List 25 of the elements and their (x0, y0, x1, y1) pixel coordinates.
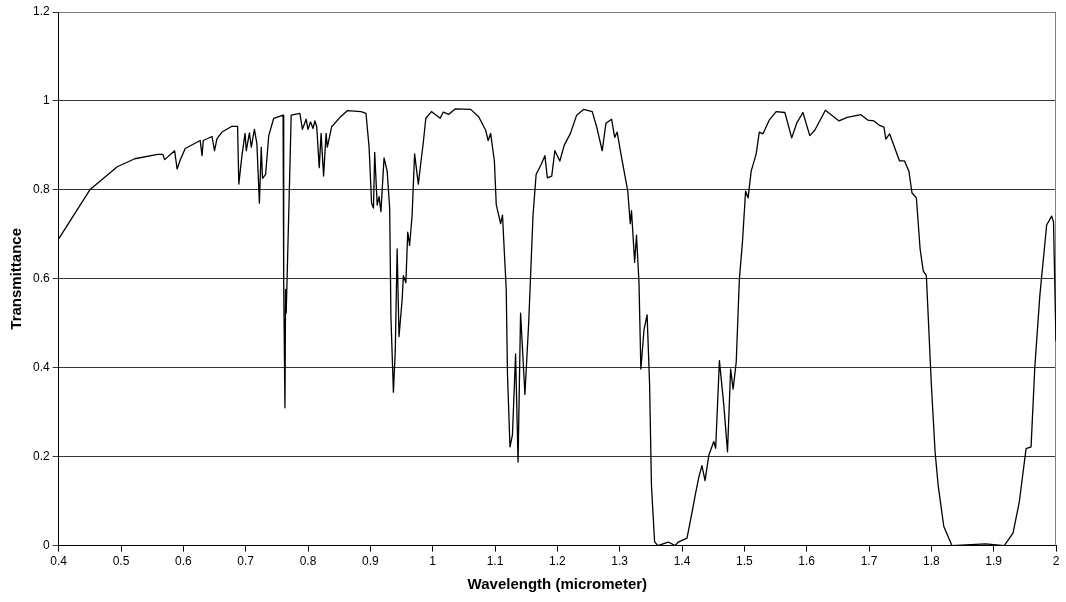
x-tick-label: 0.7 (237, 554, 255, 569)
x-tick-label: 1.6 (798, 554, 816, 569)
x-tick-label: 1.9 (985, 554, 1003, 569)
y-tick-label: 0.2 (32, 448, 50, 463)
y-tick-label: 1.2 (32, 4, 50, 19)
x-tick-label: 1.3 (611, 554, 629, 569)
x-tick-label: 2 (1052, 554, 1060, 569)
x-axis-title: Wavelength (micrometer) (467, 575, 648, 593)
x-tick-label: 0.9 (362, 554, 380, 569)
y-tick-label: 0.4 (32, 360, 50, 375)
y-tick-label: 1 (42, 93, 50, 108)
x-tick-label: 1.5 (735, 554, 753, 569)
x-tick-label: 1.7 (860, 554, 878, 569)
x-tick-label: 1.1 (486, 554, 504, 569)
y-axis-title: Transmittance (7, 227, 25, 330)
x-tick-label: 0.6 (175, 554, 193, 569)
x-tick-label: 1.4 (673, 554, 691, 569)
y-tick-label: 0 (42, 537, 50, 552)
x-tick-label: 1.8 (922, 554, 940, 569)
x-tick-label: 0.5 (112, 554, 130, 569)
y-tick-label: 0.8 (32, 182, 50, 197)
x-tick-label: 0.8 (299, 554, 317, 569)
x-tick-label: 1 (429, 554, 437, 569)
x-tick-label: 1.2 (549, 554, 566, 569)
y-tick-label: 0.6 (32, 271, 50, 286)
